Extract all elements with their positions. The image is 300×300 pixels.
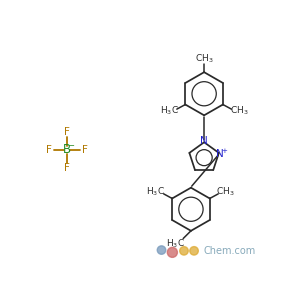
- Text: F: F: [64, 127, 70, 137]
- Text: CH$_3$: CH$_3$: [230, 104, 248, 117]
- Circle shape: [167, 248, 177, 257]
- Text: F: F: [64, 163, 70, 173]
- Text: CH$_3$: CH$_3$: [216, 185, 235, 198]
- Circle shape: [180, 247, 188, 255]
- Text: CH$_3$: CH$_3$: [195, 53, 213, 65]
- Text: Chem.com: Chem.com: [204, 246, 256, 256]
- Text: B: B: [63, 143, 71, 157]
- Text: H$_3$C: H$_3$C: [166, 238, 185, 250]
- Text: +: +: [221, 148, 227, 154]
- Text: F: F: [82, 145, 88, 155]
- Text: −: −: [67, 142, 74, 151]
- Text: F: F: [46, 145, 52, 155]
- Text: H$_3$C: H$_3$C: [160, 104, 178, 117]
- Text: N: N: [200, 136, 208, 146]
- Text: N: N: [216, 149, 224, 159]
- Circle shape: [157, 246, 166, 254]
- Text: H$_3$C: H$_3$C: [146, 185, 165, 198]
- Circle shape: [190, 247, 198, 255]
